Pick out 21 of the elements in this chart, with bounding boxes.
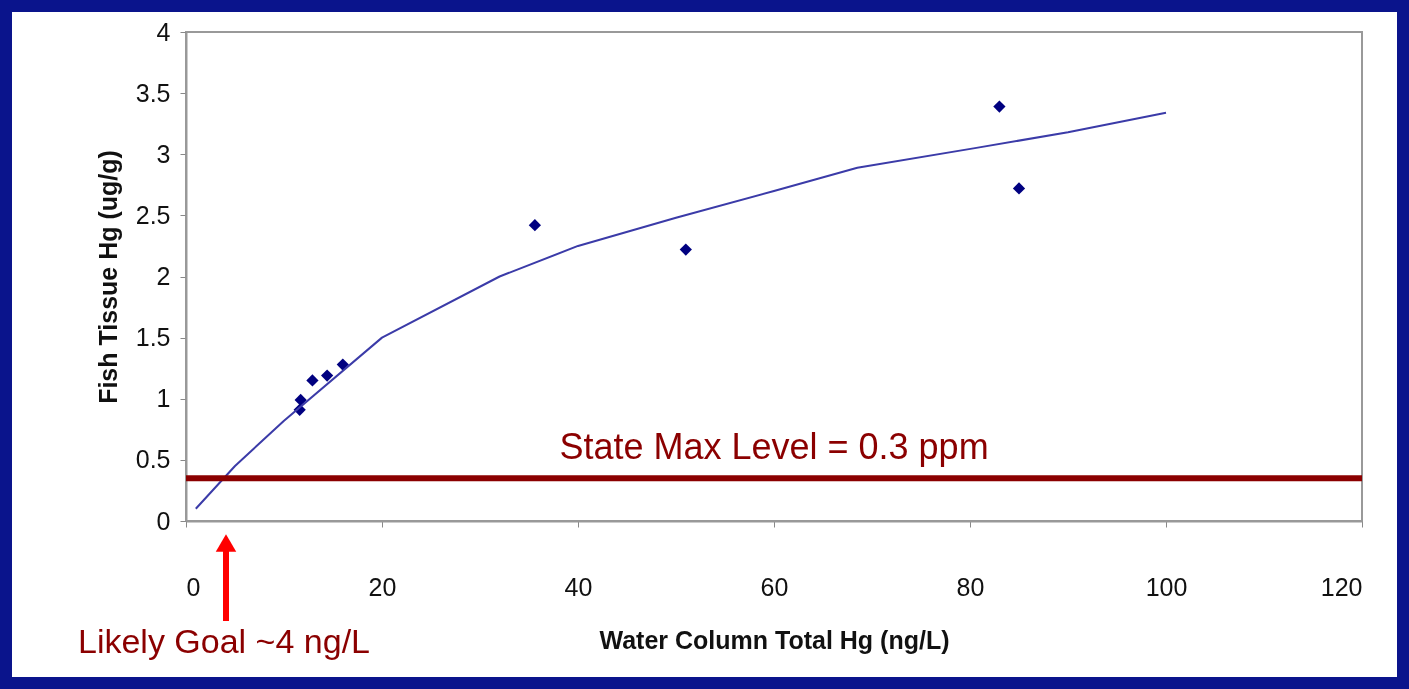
y-tick-label: 4 <box>156 17 171 46</box>
x-axis-title: Water Column Total Hg (ng/L) <box>599 625 950 654</box>
y-axis-title: Fish Tissue Hg (ug/g) <box>93 150 122 404</box>
y-tick-label: 1 <box>156 384 171 413</box>
x-tick-label: 40 <box>564 572 593 601</box>
y-tick-label: 3.5 <box>135 78 171 107</box>
x-tick-label: 100 <box>1145 572 1188 601</box>
y-tick-label: 3 <box>156 139 171 168</box>
text: Likely Goal ~4 ng/L <box>77 622 371 660</box>
x-tick-label: 20 <box>368 572 397 601</box>
x-tick-label: 60 <box>760 572 789 601</box>
line-series <box>194 111 1167 510</box>
x-tick-label: 80 <box>956 572 985 601</box>
ref-line-label: State Max Level = 0.3 ppm <box>559 426 989 468</box>
y-tick-label: 0.5 <box>135 445 171 474</box>
x-tick-label: 0 <box>186 572 201 601</box>
x-tick-label: 120 <box>1320 572 1363 601</box>
y-tick-label: 2.5 <box>135 200 171 229</box>
y-tick-label: 2 <box>156 262 171 290</box>
y-tick-label: 0 <box>156 506 171 535</box>
y-tick-label: 1.5 <box>135 323 171 352</box>
